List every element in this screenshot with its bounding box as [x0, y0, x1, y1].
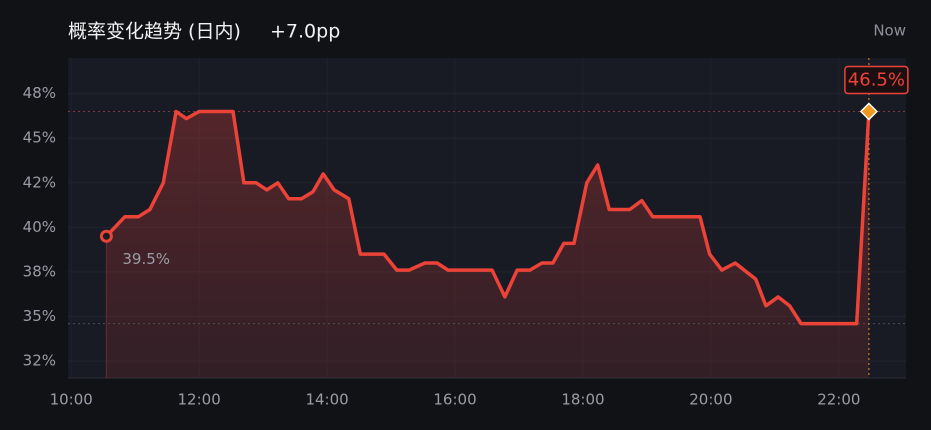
start-point — [99, 229, 113, 243]
area — [106, 111, 869, 378]
x-tick-label: 16:00 — [433, 391, 476, 409]
x-tick-label: 18:00 — [561, 391, 604, 409]
x-tick-label: 12:00 — [178, 391, 221, 409]
x-tick-label: 10:00 — [50, 391, 93, 409]
change-label: +7.0pp — [270, 21, 340, 43]
chart-title: 概率变化趋势 (日内) — [68, 21, 241, 43]
x-tick-label: 14:00 — [305, 391, 348, 409]
y-tick-label: 35% — [23, 307, 56, 325]
y-tick-label: 42% — [23, 173, 56, 191]
start-label: 39.5% — [122, 250, 170, 268]
line — [105, 109, 871, 326]
x-tick-label: 20:00 — [689, 391, 732, 409]
now-label: Now — [873, 22, 906, 40]
end-label: 46.5% — [848, 69, 905, 90]
x-tick-label: 22:00 — [817, 391, 860, 409]
end-label-box — [844, 65, 909, 95]
end-point — [859, 102, 878, 121]
y-tick-label: 38% — [23, 262, 56, 280]
y-tick-label: 40% — [23, 218, 56, 236]
y-tick-label: 32% — [23, 352, 56, 370]
y-tick-label: 45% — [23, 129, 56, 147]
y-tick-label: 48% — [23, 84, 56, 102]
